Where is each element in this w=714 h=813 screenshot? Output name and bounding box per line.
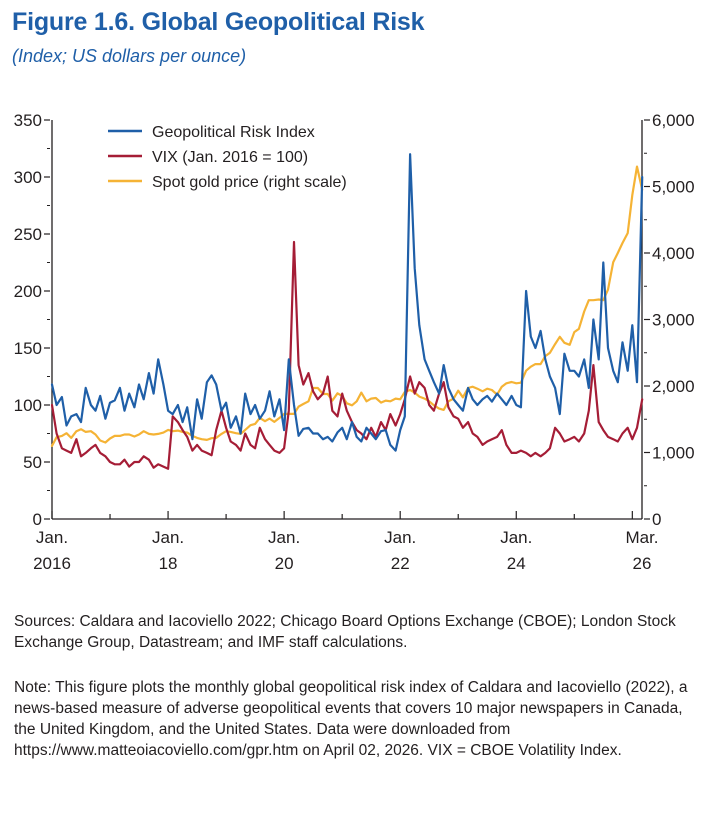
- y-right-tick-label: 1,000: [652, 444, 695, 463]
- y-left-tick-label: 350: [14, 111, 42, 130]
- y-left-tick-label: 0: [33, 510, 42, 529]
- x-tick-label: 26: [633, 554, 652, 573]
- legend: Geopolitical Risk Index VIX (Jan. 2016 = …: [108, 124, 347, 191]
- y-right-tick-label: 2,000: [652, 377, 695, 396]
- x-tick-label: Jan.: [36, 528, 68, 547]
- y-left-tick-label: 300: [14, 168, 42, 187]
- figure-title: Figure 1.6. Global Geopolitical Risk: [12, 8, 425, 36]
- x-tick-label: 24: [507, 554, 526, 573]
- x-tick-label: Jan.: [384, 528, 416, 547]
- y-right-tick-label: 5,000: [652, 178, 695, 197]
- y-right-tick-label: 0: [652, 510, 661, 529]
- legend-label-gold: Spot gold price (right scale): [152, 174, 347, 191]
- x-tick-label: Jan.: [152, 528, 184, 547]
- x-tick-label: 2016: [33, 554, 71, 573]
- x-tick-label: Jan.: [500, 528, 532, 547]
- legend-label-vix: VIX (Jan. 2016 = 100): [152, 149, 308, 166]
- y-left-tick-label: 150: [14, 339, 42, 358]
- line-chart: 0 50 100 150 200 250 300 350 0 1,000 2,000 3,000 4,0…: [14, 111, 695, 573]
- x-tick-label: Jan.: [268, 528, 300, 547]
- y-left-tick-label: 100: [14, 396, 42, 415]
- footnote: Note: This figure plots the monthly glob…: [14, 679, 688, 759]
- sources-note: Sources: Caldara and Iacoviello 2022; Ch…: [14, 613, 676, 651]
- y-left-tick-label: 200: [14, 282, 42, 301]
- series-line-gpr: [50, 153, 644, 452]
- legend-label-gpr: Geopolitical Risk Index: [152, 124, 315, 141]
- y-right-tick-label: 3,000: [652, 311, 695, 330]
- x-tick-label: 18: [159, 554, 178, 573]
- x-tick-label: 22: [391, 554, 410, 573]
- y-right-tick-label: 4,000: [652, 244, 695, 263]
- figure-subtitle: (Index; US dollars per ounce): [12, 46, 247, 66]
- series-line-gold: [50, 165, 644, 447]
- series-line-vix: [50, 240, 644, 470]
- series-lines: [50, 153, 644, 470]
- x-tick-label: Mar.: [625, 528, 658, 547]
- x-tick-label: 20: [275, 554, 294, 573]
- y-left-tick-label: 50: [23, 453, 42, 472]
- y-left-tick-label: 250: [14, 225, 42, 244]
- y-right-tick-label: 6,000: [652, 111, 695, 130]
- axes: 0 50 100 150 200 250 300 350 0 1,000 2,000 3,000 4,0…: [14, 111, 695, 573]
